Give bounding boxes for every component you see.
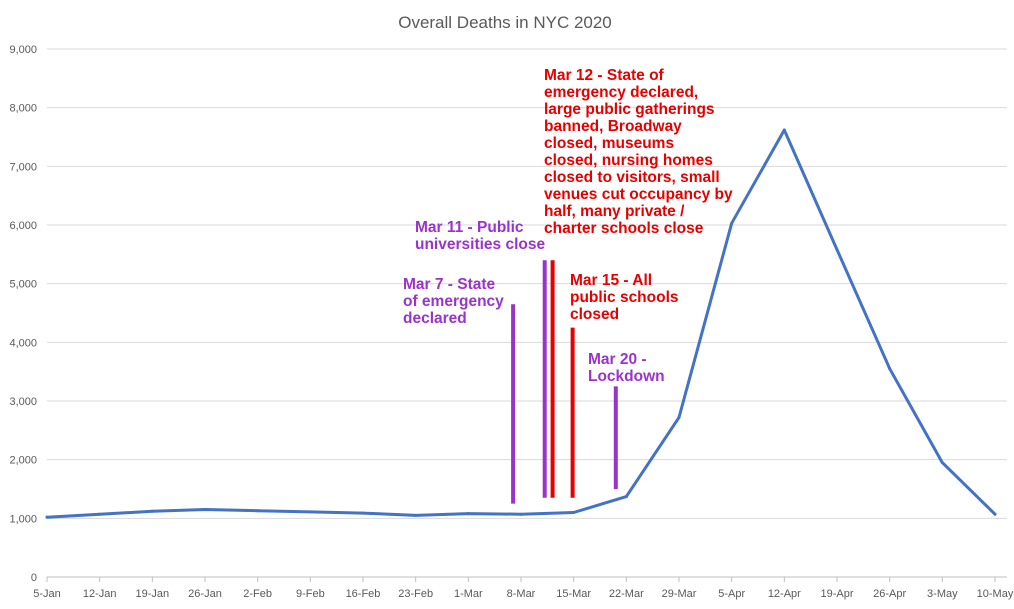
data-point bbox=[888, 367, 892, 371]
annotation-line: banned, Broadway bbox=[544, 118, 682, 135]
data-point bbox=[730, 221, 734, 225]
event-annotation: Mar 15 - All public schools closed bbox=[570, 272, 679, 323]
event-markers bbox=[511, 260, 618, 504]
y-tick-label: 2,000 bbox=[9, 455, 37, 467]
data-point bbox=[993, 512, 997, 516]
data-point bbox=[361, 511, 365, 515]
x-tick-label: 22-Mar bbox=[609, 588, 644, 600]
y-tick-label: 8,000 bbox=[9, 103, 37, 115]
event-annotation: Mar 11 - Public universities close bbox=[415, 219, 545, 253]
annotation-line: Mar 7 - State bbox=[403, 276, 496, 293]
data-point bbox=[519, 512, 523, 516]
chart-title: Overall Deaths in NYC 2020 bbox=[398, 13, 612, 32]
data-point bbox=[782, 128, 786, 132]
annotation-line: Mar 20 - bbox=[588, 351, 647, 368]
series-layer bbox=[45, 128, 997, 519]
y-tick-label: 5,000 bbox=[9, 279, 37, 291]
data-point bbox=[414, 513, 418, 517]
x-tick-label: 5-Apr bbox=[718, 588, 745, 600]
y-axis-ticks: 0 1,000 2,000 3,000 4,000 5,000 6,000 7,000 8,00… bbox=[9, 44, 37, 584]
y-tick-label: 4,000 bbox=[9, 337, 37, 349]
x-tick-label: 9-Feb bbox=[296, 588, 325, 600]
data-point bbox=[466, 512, 470, 516]
annotation-line: public schools bbox=[570, 289, 679, 306]
x-tick-label: 23-Feb bbox=[398, 588, 433, 600]
annotation-line: Mar 15 - All bbox=[570, 272, 652, 289]
event-annotation: Mar 20 -Lockdown bbox=[588, 351, 665, 385]
x-tick-label: 2-Feb bbox=[243, 588, 272, 600]
annotation-line: closed, nursing homes bbox=[544, 152, 713, 169]
event-annotation: Mar 12 - State of emergency declared, larg… bbox=[544, 67, 733, 237]
y-tick-label: 6,000 bbox=[9, 220, 37, 232]
x-tick-label: 19-Apr bbox=[820, 588, 853, 600]
data-point bbox=[45, 515, 49, 519]
data-point bbox=[256, 509, 260, 513]
x-tick-label: 8-Mar bbox=[507, 588, 536, 600]
annotation-line: venues cut occupancy by bbox=[544, 186, 733, 203]
data-point bbox=[677, 415, 681, 419]
data-point bbox=[308, 510, 312, 514]
annotation-line: large public gatherings bbox=[544, 101, 715, 118]
annotation-line: of emergency bbox=[403, 293, 504, 310]
series-line bbox=[45, 128, 997, 519]
x-tick-label: 16-Feb bbox=[346, 588, 381, 600]
data-point bbox=[835, 248, 839, 252]
x-axis-ticks: 5-Jan 12-Jan 19-Jan 26-Jan 2-Feb 9-Feb 16-Feb 2… bbox=[33, 577, 1014, 600]
data-point bbox=[203, 508, 207, 512]
x-tick-label: 29-Mar bbox=[662, 588, 697, 600]
data-point bbox=[150, 509, 154, 513]
event-annotations: Mar 7 - State of emergency declared Mar 11 … bbox=[403, 67, 733, 385]
event-annotation: Mar 7 - State of emergency declared bbox=[403, 276, 504, 327]
annotation-line: half, many private / bbox=[544, 203, 685, 220]
annotation-line: emergency declared, bbox=[544, 84, 698, 101]
annotation-line: closed to visitors, small bbox=[544, 169, 720, 186]
data-point bbox=[98, 512, 102, 516]
annotation-line: Lockdown bbox=[588, 368, 665, 385]
x-tick-label: 19-Jan bbox=[136, 588, 170, 600]
x-tick-label: 10-May bbox=[977, 588, 1014, 600]
x-tick-label: 12-Apr bbox=[768, 588, 801, 600]
x-tick-label: 5-Jan bbox=[33, 588, 61, 600]
gridlines bbox=[47, 48, 1007, 578]
annotation-line: charter schools close bbox=[544, 220, 704, 237]
y-tick-label: 3,000 bbox=[9, 396, 37, 408]
x-tick-label: 1-Mar bbox=[454, 588, 483, 600]
data-point bbox=[572, 510, 576, 514]
y-tick-label: 1,000 bbox=[9, 513, 37, 525]
x-tick-label: 15-Mar bbox=[556, 588, 591, 600]
annotation-line: Mar 12 - State of bbox=[544, 67, 665, 84]
x-tick-label: 26-Jan bbox=[188, 588, 222, 600]
y-tick-label: 7,000 bbox=[9, 161, 37, 173]
y-tick-label: 9,000 bbox=[9, 44, 37, 56]
annotation-line: closed, museums bbox=[544, 135, 674, 152]
x-tick-label: 12-Jan bbox=[83, 588, 117, 600]
y-tick-label: 0 bbox=[31, 572, 37, 584]
annotation-line: closed bbox=[570, 306, 619, 323]
data-point bbox=[624, 495, 628, 499]
x-tick-label: 3-May bbox=[927, 588, 958, 600]
data-point bbox=[940, 461, 944, 465]
x-tick-label: 26-Apr bbox=[873, 588, 906, 600]
annotation-line: universities close bbox=[415, 236, 545, 253]
annotation-line: Mar 11 - Public bbox=[415, 219, 524, 236]
annotation-line: declared bbox=[403, 310, 467, 327]
